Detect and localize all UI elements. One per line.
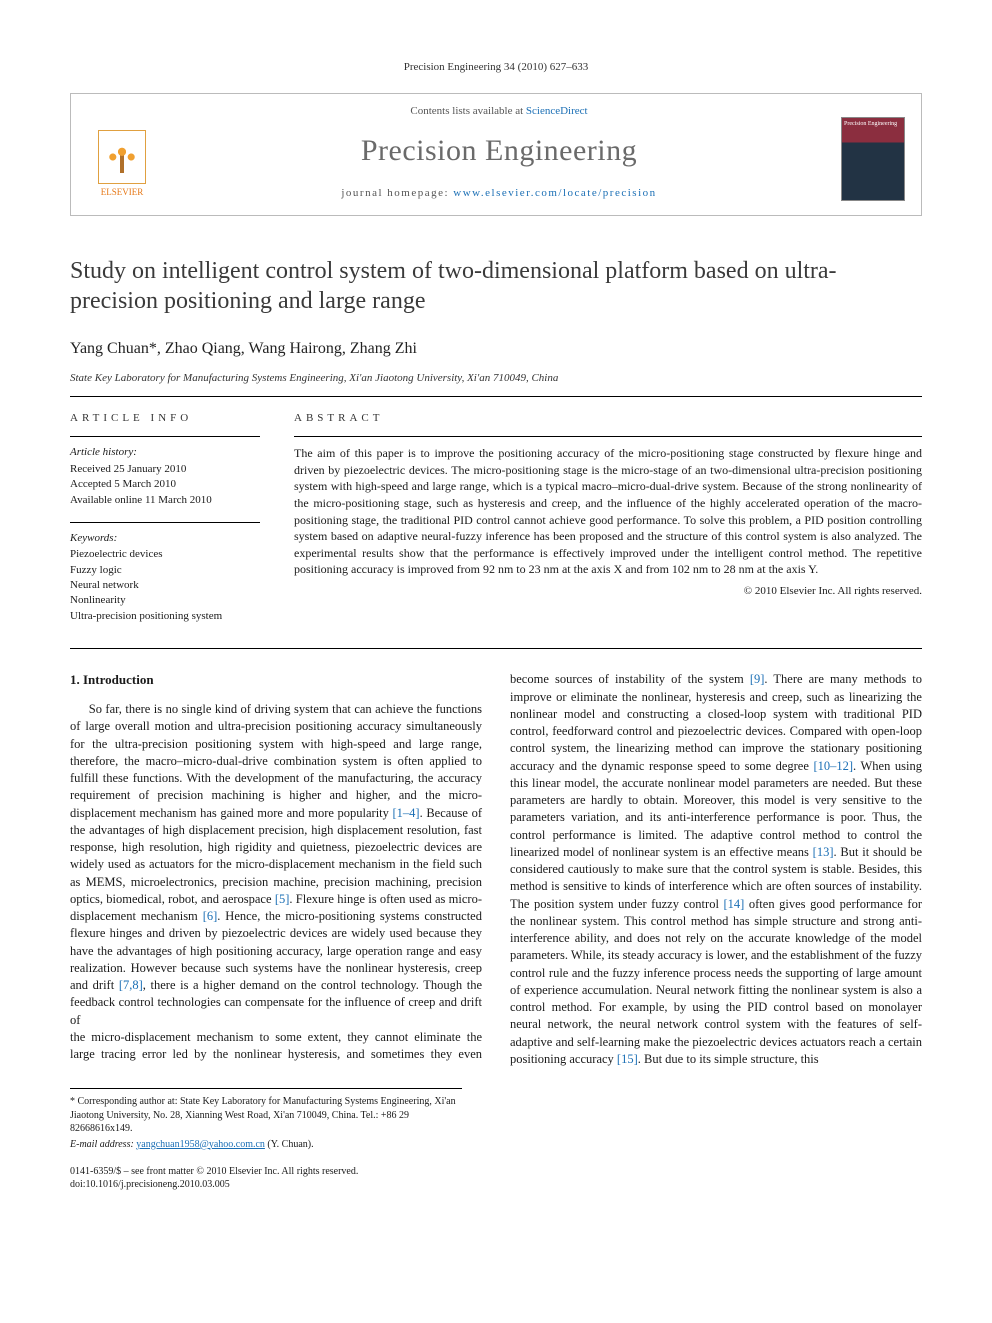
article-history-block: Article history: Received 25 January 201…: [70, 445, 260, 508]
keyword: Ultra-precision positioning system: [70, 609, 260, 624]
abstract-column: ABSTRACT The aim of this paper is to imp…: [294, 411, 922, 638]
body-two-columns: 1. Introduction So far, there is no sing…: [70, 671, 922, 1068]
contents-prefix: Contents lists available at: [410, 105, 525, 117]
abstract-text: The aim of this paper is to improve the …: [294, 445, 922, 577]
keywords-label: Keywords:: [70, 531, 260, 546]
article-title: Study on intelligent control system of t…: [70, 256, 922, 316]
introduction-heading: 1. Introduction: [70, 671, 482, 689]
history-item: Received 25 January 2010: [70, 462, 260, 477]
corresponding-author-note: * Corresponding author at: State Key Lab…: [70, 1095, 462, 1136]
history-item: Available online 11 March 2010: [70, 493, 260, 508]
email-label: E-mail address:: [70, 1139, 136, 1150]
journal-title: Precision Engineering: [157, 130, 841, 172]
running-header: Precision Engineering 34 (2010) 627–633: [70, 60, 922, 75]
keywords-block: Keywords: Piezoelectric devices Fuzzy lo…: [70, 531, 260, 624]
divider: [70, 522, 260, 523]
article-info-label: ARTICLE INFO: [70, 411, 260, 426]
elsevier-tree-icon: [98, 130, 146, 184]
homepage-link[interactable]: www.elsevier.com/locate/precision: [453, 187, 656, 199]
keyword: Neural network: [70, 578, 260, 593]
footer-meta: 0141-6359/$ – see front matter © 2010 El…: [70, 1165, 922, 1191]
author-list: Yang Chuan*, Zhao Qiang, Wang Hairong, Z…: [70, 338, 922, 360]
divider: [70, 436, 260, 437]
article-info-column: ARTICLE INFO Article history: Received 2…: [70, 411, 260, 638]
journal-homepage-line: journal homepage: www.elsevier.com/locat…: [157, 180, 841, 213]
email-suffix: (Y. Chuan).: [265, 1139, 314, 1150]
email-line: E-mail address: yangchuan1958@yahoo.com.…: [70, 1138, 462, 1152]
issn-line: 0141-6359/$ – see front matter © 2010 El…: [70, 1165, 922, 1178]
affiliation: State Key Laboratory for Manufacturing S…: [70, 371, 922, 386]
contents-available-line: Contents lists available at ScienceDirec…: [157, 104, 841, 119]
doi-line: doi:10.1016/j.precisioneng.2010.03.005: [70, 1178, 922, 1191]
journal-cover-thumbnail: Precision Engineering: [841, 117, 905, 201]
homepage-prefix: journal homepage:: [341, 187, 453, 199]
divider: [70, 396, 922, 397]
email-link[interactable]: yangchuan1958@yahoo.com.cn: [136, 1139, 265, 1150]
keyword: Nonlinearity: [70, 593, 260, 608]
divider: [294, 436, 922, 437]
sciencedirect-link[interactable]: ScienceDirect: [526, 105, 588, 117]
history-item: Accepted 5 March 2010: [70, 477, 260, 492]
publisher-label: ELSEVIER: [101, 186, 144, 199]
keyword: Fuzzy logic: [70, 563, 260, 578]
journal-header-box: ELSEVIER Contents lists available at Sci…: [70, 93, 922, 216]
body-paragraph: So far, there is no single kind of drivi…: [70, 701, 482, 1029]
abstract-label: ABSTRACT: [294, 411, 922, 426]
divider: [70, 648, 922, 649]
history-label: Article history:: [70, 445, 260, 460]
elsevier-logo: ELSEVIER: [87, 119, 157, 199]
keyword: Piezoelectric devices: [70, 547, 260, 562]
abstract-copyright: © 2010 Elsevier Inc. All rights reserved…: [294, 584, 922, 599]
footnotes: * Corresponding author at: State Key Lab…: [70, 1088, 462, 1151]
